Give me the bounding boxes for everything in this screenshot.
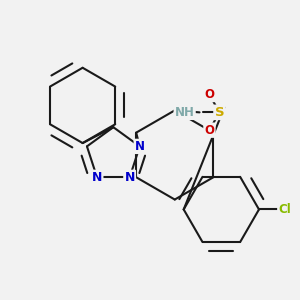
Text: N: N (92, 171, 102, 184)
Text: Cl: Cl (278, 203, 291, 216)
Text: N: N (124, 171, 135, 184)
Text: S: S (214, 106, 224, 119)
Text: NH: NH (175, 106, 195, 119)
Text: O: O (204, 88, 214, 101)
Text: N: N (135, 140, 145, 153)
Text: O: O (204, 124, 214, 137)
